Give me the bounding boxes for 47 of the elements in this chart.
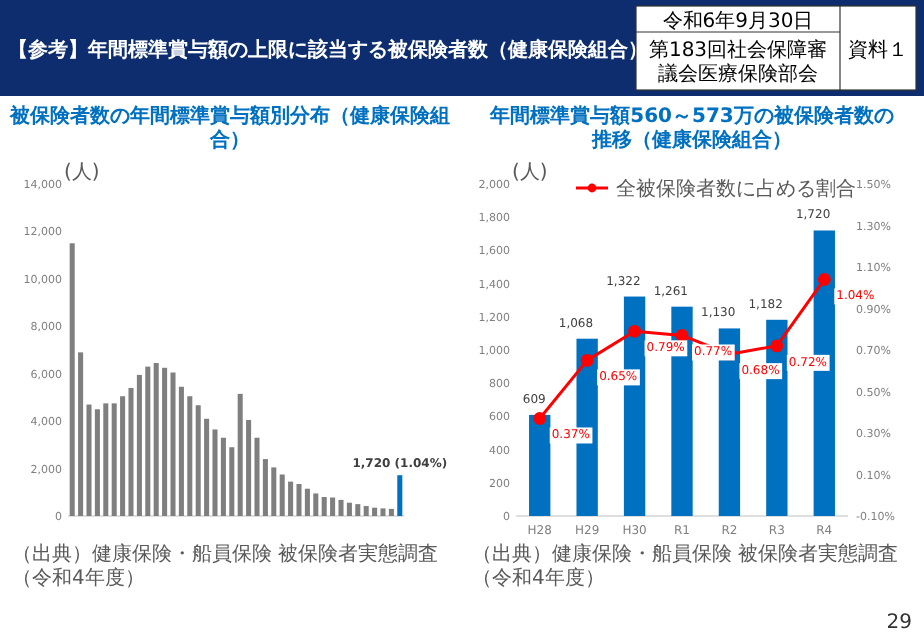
bar (111, 403, 117, 516)
bar (304, 488, 310, 516)
point (580, 353, 594, 367)
bar (388, 508, 394, 516)
bar (103, 403, 109, 516)
legend-label: 全被保険者数に占める割合 (616, 177, 856, 201)
y-axis-title: (人) (64, 162, 100, 184)
point (817, 273, 831, 286)
y-axis-title: (人) (512, 162, 548, 184)
text: 【参考】年間標準賞与額の上限に該当する被保険者数（健康保険組合） (8, 38, 648, 62)
text: 令和6年9月30日 (662, 9, 814, 33)
bar (296, 483, 302, 516)
bar (69, 243, 75, 516)
bar (145, 366, 151, 516)
text: 第183回社会保障審議会医療保険部会 (648, 38, 828, 86)
point (770, 339, 784, 353)
bar (380, 508, 386, 516)
text: 資料１ (848, 38, 908, 62)
text: （出典）健康保険・船員保険 被保険者実態調査（令和4年度） (12, 542, 439, 590)
bar (279, 474, 285, 516)
bar (372, 507, 378, 516)
bar (153, 363, 159, 516)
text: （出典）健康保険・船員保険 被保険者実態調査（令和4年度） (472, 542, 899, 590)
bar (346, 502, 352, 516)
chart-title: 年間標準賞与額560～573万の被保険者数の推移（健康保険組合） (488, 104, 894, 152)
bar (355, 504, 361, 516)
bar (313, 493, 319, 516)
bar (288, 481, 294, 516)
point (628, 324, 641, 338)
bar (170, 372, 176, 516)
bar (330, 497, 336, 516)
bar (120, 396, 126, 516)
bar (237, 393, 243, 516)
bar (271, 467, 277, 516)
chart-title: 被保険者数の年間標準賞与額別分布（健康保険組合） (8, 104, 450, 152)
bar (338, 499, 344, 516)
text: 29 (886, 612, 912, 634)
bar (529, 414, 551, 516)
bar (220, 437, 226, 516)
bar (195, 405, 201, 516)
bar (321, 497, 327, 516)
bar (397, 475, 403, 516)
bar (94, 409, 100, 516)
bar (363, 506, 369, 516)
bar (136, 374, 142, 516)
point (533, 412, 547, 425)
bar (162, 367, 168, 516)
